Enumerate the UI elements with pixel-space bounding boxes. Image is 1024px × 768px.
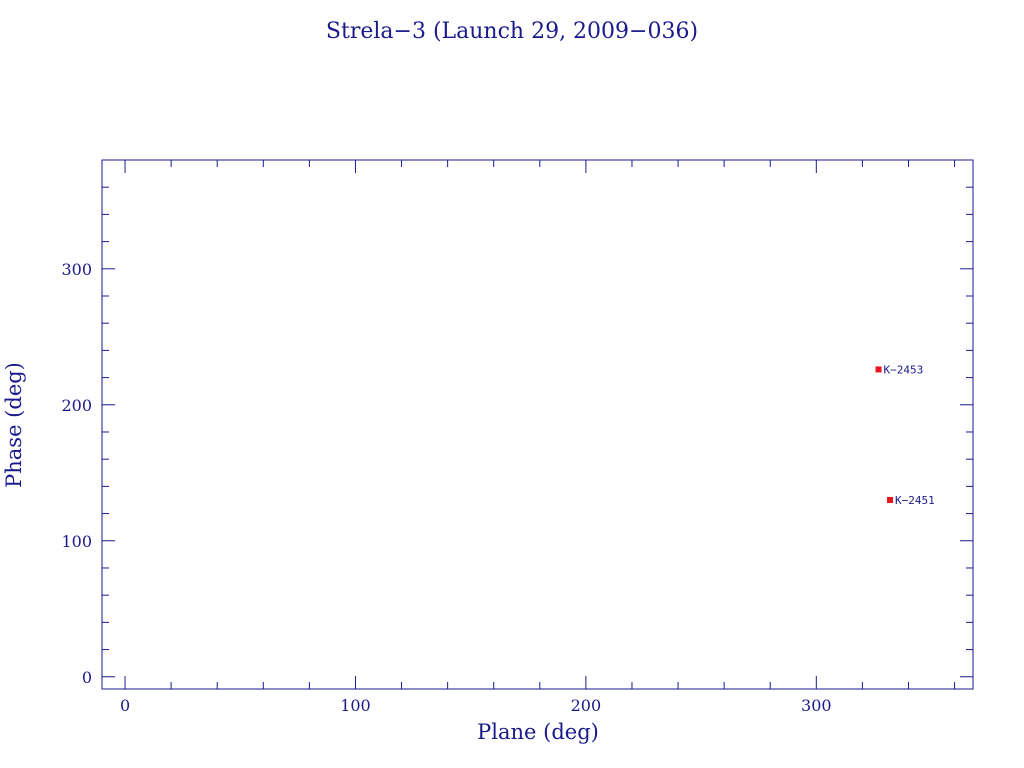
x-tick-label: 100 <box>340 696 371 715</box>
data-point-label: K−2453 <box>884 363 924 376</box>
y-tick-label: 200 <box>61 396 92 415</box>
y-tick-label: 100 <box>61 532 92 551</box>
y-axis-label: Phase (deg) <box>2 362 26 488</box>
x-axis-label: Plane (deg) <box>477 720 599 744</box>
chart-title: Strela−3 (Launch 29, 2009−036) <box>326 19 698 44</box>
plot-frame <box>101 159 974 690</box>
x-tick-label: 200 <box>571 696 602 715</box>
x-tick-label: 0 <box>120 696 130 715</box>
x-tick-labels: 0 100 200 300 <box>120 696 832 715</box>
data-point-marker <box>887 496 894 503</box>
y-tick-label: 300 <box>61 260 92 279</box>
y-tick-labels: 0 100 200 300 <box>61 260 92 687</box>
x-tick-label: 300 <box>801 696 832 715</box>
axis-ticks <box>102 159 973 689</box>
data-point-label: K−2451 <box>895 494 935 507</box>
data-points: K−2453 K−2451 <box>875 363 935 507</box>
data-point-marker <box>875 366 882 373</box>
y-tick-label: 0 <box>82 668 92 687</box>
